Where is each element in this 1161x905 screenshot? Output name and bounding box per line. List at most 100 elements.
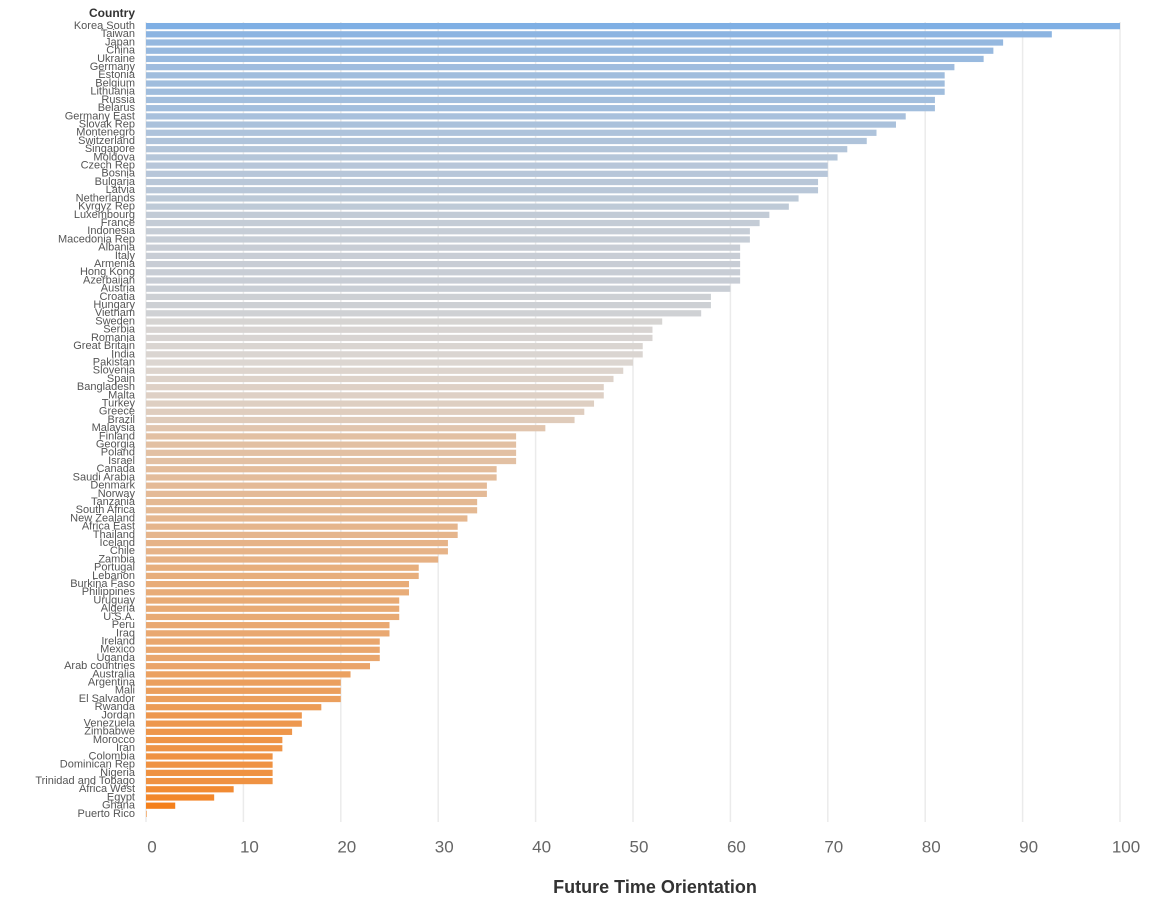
bar	[146, 556, 439, 563]
x-tick-label: 20	[337, 837, 356, 856]
y-tick-label: Bulgaria	[95, 176, 136, 188]
y-tick-label: Montenegro	[76, 127, 135, 139]
bar	[146, 548, 448, 555]
y-tick-label: Greece	[99, 406, 135, 418]
bar	[146, 745, 283, 752]
x-tick-label: 70	[824, 837, 843, 856]
bar	[146, 326, 653, 333]
bar	[146, 466, 497, 473]
bar	[146, 433, 517, 440]
bar	[146, 572, 419, 580]
y-tick-label: Ireland	[101, 635, 135, 647]
y-tick-label: Egypt	[107, 791, 135, 803]
y-tick-label: Jordan	[101, 709, 135, 721]
y-tick-label: Ghana	[102, 800, 136, 812]
y-tick-label: Algeria	[101, 603, 136, 615]
y-tick-label: Colombia	[89, 750, 136, 762]
y-tick-label: Great Britain	[73, 340, 135, 352]
bar	[146, 137, 867, 145]
x-tick-label: 80	[922, 837, 941, 856]
x-tick-label: 90	[1019, 837, 1038, 856]
y-tick-label: Belgium	[95, 77, 135, 89]
bar	[146, 761, 273, 768]
y-tick-label: Korea South	[74, 20, 135, 32]
y-tick-label: Israel	[108, 455, 135, 467]
bar	[146, 425, 546, 432]
y-tick-label: Albania	[98, 242, 136, 254]
y-tick-label: Pakistan	[93, 356, 135, 368]
y-tick-label: Croatia	[100, 291, 136, 303]
bar	[146, 269, 741, 276]
bar	[146, 31, 1052, 38]
bar	[146, 408, 585, 415]
y-tick-label: El Salvador	[79, 693, 136, 705]
bar	[146, 113, 906, 120]
bar	[146, 482, 487, 489]
y-tick-label: Armenia	[94, 258, 136, 270]
bar	[146, 55, 984, 63]
bar	[146, 646, 380, 653]
bar	[146, 351, 643, 358]
bar	[146, 187, 819, 194]
bar	[146, 539, 448, 547]
bar	[146, 301, 711, 309]
y-tick-label: Africa East	[82, 521, 135, 533]
y-tick-label: Malaysia	[92, 422, 136, 434]
bar	[146, 736, 283, 744]
bar	[146, 318, 663, 325]
x-tick-label: 60	[727, 837, 746, 856]
bar	[146, 293, 711, 301]
bar	[146, 392, 604, 399]
y-tick-label: Norway	[98, 488, 136, 500]
bar	[146, 441, 517, 448]
y-tick-label: Taiwan	[101, 28, 135, 40]
bar	[146, 203, 789, 210]
y-tick-label: Hungary	[93, 299, 135, 311]
y-tick-label: Italy	[115, 250, 136, 262]
y-tick-label: Kyrgyz Rep	[78, 201, 135, 213]
y-tick-label: Morocco	[93, 734, 135, 746]
y-tick-label: Dominican Rep	[60, 759, 135, 771]
y-tick-label: Russia	[101, 94, 136, 106]
bar	[146, 515, 468, 522]
y-tick-label: Estonia	[98, 69, 136, 81]
y-tick-label: Indonesia	[87, 225, 136, 237]
y-tick-label: Mexico	[100, 644, 135, 656]
y-tick-label: Nigeria	[100, 767, 136, 779]
bar	[146, 211, 770, 218]
y-tick-label: Bangladesh	[77, 381, 135, 393]
bar	[146, 195, 799, 202]
bar	[146, 531, 458, 539]
y-tick-label: Tanzania	[91, 496, 136, 508]
y-tick-label: Iraq	[116, 627, 135, 639]
y-tick-label: Rwanda	[95, 701, 136, 713]
bar	[146, 285, 731, 292]
bar	[146, 334, 653, 342]
y-tick-label: Sweden	[95, 315, 135, 327]
y-tick-label: Peru	[112, 619, 135, 631]
y-tick-label: Czech Rep	[81, 160, 135, 172]
y-tick-label: Slovenia	[93, 365, 136, 377]
bar	[146, 638, 380, 645]
y-tick-label: Austria	[101, 283, 136, 295]
x-tick-label: 30	[435, 837, 454, 856]
bar	[146, 695, 341, 703]
bar	[146, 802, 176, 809]
y-tick-label: Chile	[110, 545, 135, 557]
y-tick-label: Luxembourg	[74, 209, 135, 221]
y-tick-label: South Africa	[76, 504, 136, 516]
y-tick-label: Latvia	[106, 184, 136, 196]
y-tick-label: Switzerland	[78, 135, 135, 147]
y-tick-label: Africa West	[79, 783, 135, 795]
bar	[146, 769, 273, 776]
y-tick-label: Venezuela	[84, 718, 136, 730]
y-tick-label: India	[111, 348, 136, 360]
y-tick-label: Trinidad and Tobago	[35, 775, 135, 787]
y-tick-label: France	[101, 217, 135, 229]
y-tick-label: Iceland	[100, 537, 135, 549]
bar	[146, 310, 702, 317]
y-tick-label: Argentina	[88, 677, 136, 689]
y-tick-label: Finland	[99, 430, 135, 442]
bar	[146, 712, 302, 719]
bar	[146, 786, 234, 793]
